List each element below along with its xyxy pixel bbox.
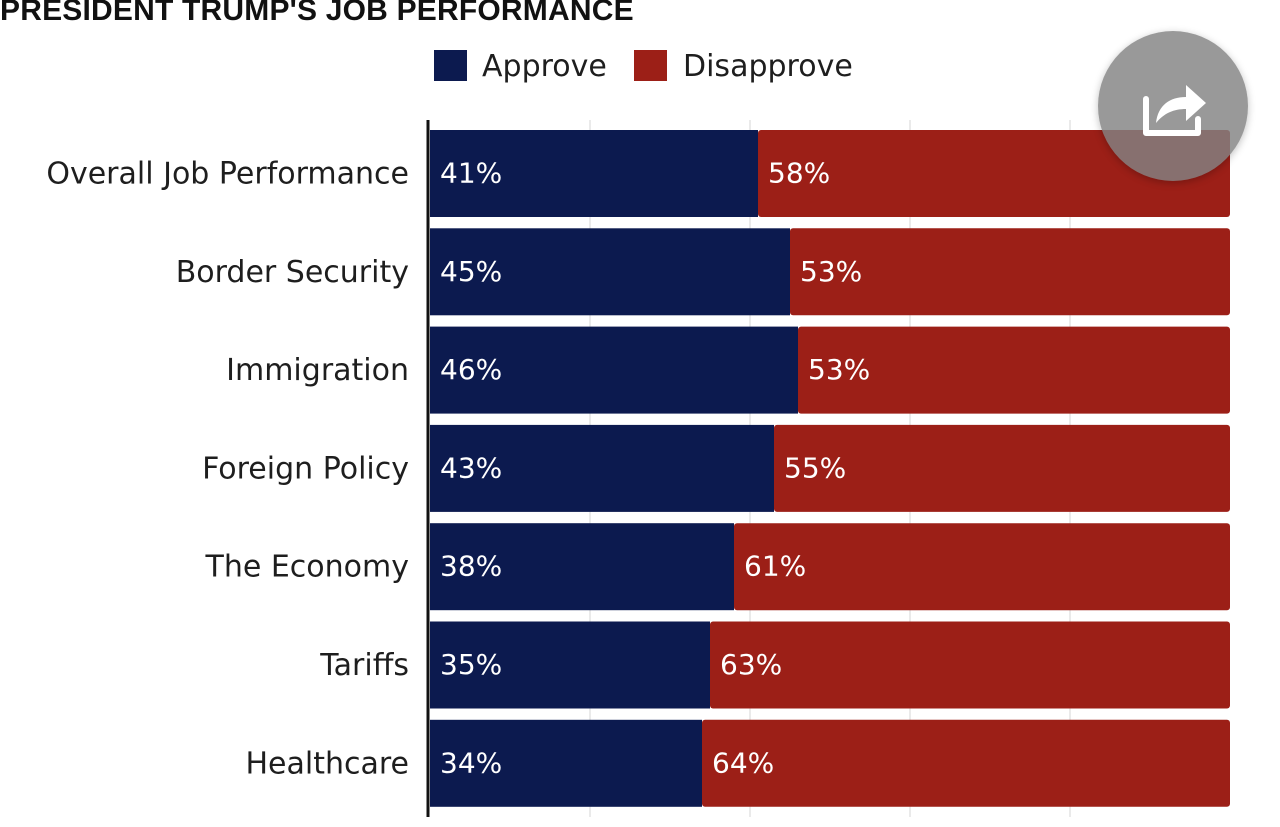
share-icon <box>1143 85 1206 136</box>
category-label: Immigration <box>226 353 409 388</box>
bar-approve <box>430 228 790 316</box>
category-label: Healthcare <box>245 746 409 781</box>
bar-approve <box>430 424 774 512</box>
data-label-approve: 38% <box>440 550 502 583</box>
data-label-approve: 43% <box>440 451 502 484</box>
legend-swatch-approve <box>434 50 467 81</box>
data-label-disapprove: 53% <box>808 353 870 386</box>
bar-disapprove <box>798 326 1230 414</box>
data-label-disapprove: 64% <box>712 746 774 779</box>
bar-approve <box>430 523 734 611</box>
legend-swatch-disapprove <box>634 50 667 81</box>
bars <box>430 130 1230 807</box>
data-label-approve: 45% <box>440 255 502 288</box>
data-label-disapprove: 53% <box>800 255 862 288</box>
legend-label-disapprove: Disapprove <box>683 49 853 84</box>
bar-disapprove <box>758 130 1230 217</box>
bar-disapprove <box>702 719 1230 807</box>
chart-title: PRESIDENT TRUMP'S JOB PERFORMANCE <box>0 0 634 27</box>
category-label: Tariffs <box>319 648 409 683</box>
bar-approve <box>430 621 710 709</box>
data-label-approve: 34% <box>440 746 502 779</box>
bar-disapprove <box>734 523 1230 611</box>
share-button[interactable] <box>1098 31 1248 181</box>
category-label: Foreign Policy <box>202 451 409 486</box>
data-label-disapprove: 58% <box>768 157 830 190</box>
bar-approve <box>430 719 702 807</box>
bar-approve <box>430 130 758 217</box>
data-label-disapprove: 55% <box>784 451 846 484</box>
bar-approve <box>430 326 798 414</box>
bar-disapprove <box>790 228 1230 316</box>
data-label-approve: 41% <box>440 157 502 190</box>
bar-disapprove <box>774 424 1230 512</box>
category-label: The Economy <box>205 550 409 585</box>
value-labels: 41% 58% 45% 53% 46% 53% 43% 55% 38% 61% 35% 63% 34% 6… <box>440 157 870 780</box>
data-label-disapprove: 63% <box>720 648 782 681</box>
category-label: Overall Job Performance <box>46 157 409 192</box>
category-label: Border Security <box>176 255 409 290</box>
data-label-approve: 35% <box>440 648 502 681</box>
legend-label-approve: Approve <box>482 49 607 84</box>
data-label-approve: 46% <box>440 353 502 386</box>
legend: Approve Disapprove <box>434 49 853 84</box>
bar-disapprove <box>710 621 1230 709</box>
category-labels: Overall Job Performance Border Security Im… <box>46 157 409 782</box>
data-label-disapprove: 61% <box>744 550 806 583</box>
